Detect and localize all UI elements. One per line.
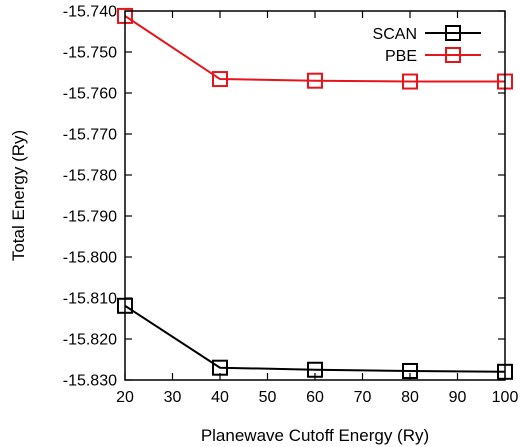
legend-marker-pbe: [445, 47, 461, 63]
series-line-scan: [124, 304, 506, 373]
x-axis-label: Planewave Cutoff Energy (Ry): [201, 426, 429, 445]
y-tick-label: -15.810: [63, 291, 117, 308]
data-point-pbe: [307, 72, 323, 89]
y-axis-label: Total Energy (Ry): [9, 130, 28, 261]
x-tick-label: 40: [211, 389, 229, 406]
y-tick-label: -15.740: [63, 4, 117, 21]
x-tick-label: 90: [449, 389, 467, 406]
data-point-scan: [402, 362, 418, 379]
y-tick-label: -15.770: [63, 127, 117, 144]
x-tick-label: 70: [354, 389, 372, 406]
x-tick-label: 80: [401, 389, 419, 406]
x-tick-label: 100: [492, 389, 519, 406]
legend: SCAN PBE: [373, 25, 481, 65]
y-tick-label: -15.800: [63, 250, 117, 267]
y-tick-label: -15.760: [63, 86, 117, 103]
legend-marker-scan: [445, 25, 461, 41]
data-point-scan: [307, 361, 323, 378]
data-point-scan: [212, 359, 228, 376]
data-point-pbe: [402, 73, 418, 90]
axis-ticks: 20 30 40 50 60 70 80 90 100 -15.830 -15.820 -15.810…: [63, 4, 519, 407]
x-tick-label: 50: [259, 389, 277, 406]
legend-label-pbe: PBE: [385, 48, 417, 65]
y-tick-label: -15.780: [63, 168, 117, 185]
y-tick-label: -15.790: [63, 209, 117, 226]
y-tick-label: -15.750: [63, 45, 117, 62]
x-tick-label: 60: [306, 389, 324, 406]
plot-frame: [124, 10, 506, 381]
y-tick-label: -15.830: [63, 373, 117, 390]
x-tick-label: 30: [164, 389, 182, 406]
y-tick-label: -15.820: [63, 332, 117, 349]
legend-label-scan: SCAN: [373, 26, 417, 43]
series-line-pbe: [124, 15, 505, 83]
series-layer: [117, 7, 513, 380]
x-tick-label: 20: [116, 389, 134, 406]
data-point-pbe: [212, 71, 228, 88]
